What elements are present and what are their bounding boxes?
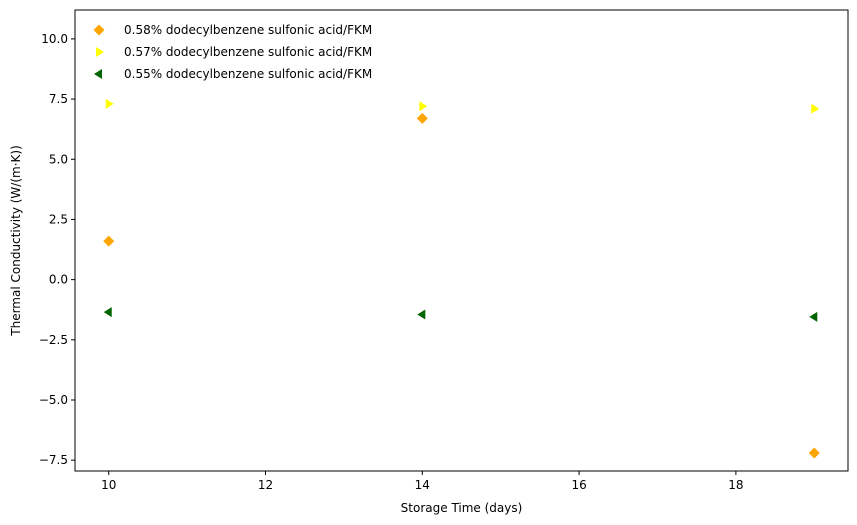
data-point-series-2 [105,98,114,109]
x-tick-label: 14 [415,478,430,492]
legend-label-3: 0.55% dodecylbenzene sulfonic acid/FKM [124,67,372,81]
y-tick-label: 0.0 [49,273,68,287]
legend-label-2: 0.57% dodecylbenzene sulfonic acid/FKM [124,45,372,59]
y-tick-label: −5.0 [39,393,68,407]
legend: 0.58% dodecylbenzene sulfonic acid/FKM 0.… [93,23,372,81]
x-tick-label: 10 [101,478,116,492]
data-point-series-3 [103,307,112,318]
data-point-series-1 [808,447,820,459]
x-axis-label: Storage Time (days) [401,501,523,515]
y-tick-label: 7.5 [49,92,68,106]
legend-label-1: 0.58% dodecylbenzene sulfonic acid/FKM [124,23,372,37]
y-tick-label: −7.5 [39,453,68,467]
y-tick-label: 5.0 [49,152,68,166]
y-tick-label: 10.0 [41,32,68,46]
y-axis-ticks: −7.5 −5.0 −2.5 0.0 2.5 5.0 7.5 10.0 [39,32,75,467]
plot-frame [74,9,849,472]
data-point-series-2 [811,103,820,114]
data-point-series-2 [419,101,428,112]
x-tick-label: 16 [571,478,586,492]
x-tick-label: 18 [728,478,743,492]
legend-marker-1 [93,24,105,36]
data-points [103,98,820,459]
y-tick-label: −2.5 [39,333,68,347]
data-point-series-1 [416,112,428,124]
x-axis-ticks: 10 12 14 16 18 [101,471,744,492]
y-tick-label: 2.5 [49,212,68,226]
x-tick-label: 12 [258,478,273,492]
legend-marker-3 [94,69,102,79]
data-point-series-3 [809,311,818,322]
legend-marker-2 [96,47,104,57]
data-point-series-1 [103,235,115,247]
y-axis-label: Thermal Conductivity (W/(m·K)) [9,145,23,336]
data-point-series-3 [417,309,426,320]
